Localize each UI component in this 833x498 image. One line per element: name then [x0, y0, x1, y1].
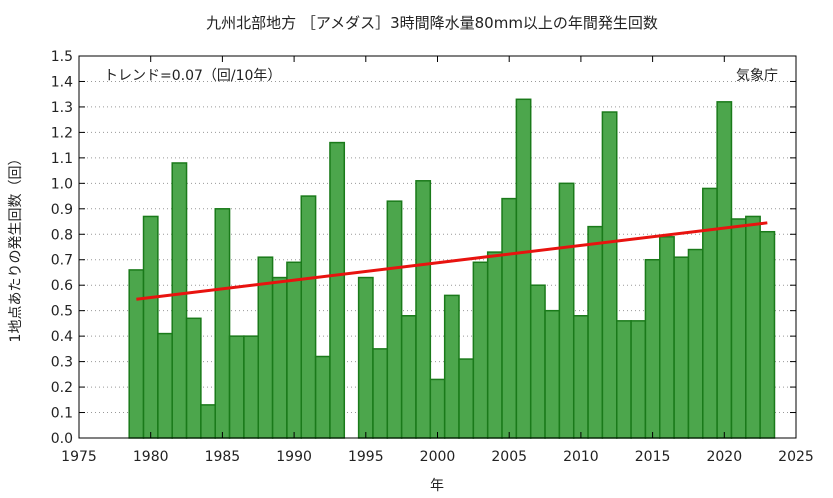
bar-2009	[558, 182, 575, 439]
bar-2010	[572, 315, 589, 439]
bar-1992	[314, 355, 331, 439]
bar-1985	[214, 208, 231, 439]
bar-1990	[286, 261, 303, 439]
bar-1980	[142, 215, 159, 439]
y-tick-label: 1.3	[51, 100, 73, 116]
y-tick-label: 0.2	[51, 380, 73, 396]
bar-1982	[171, 162, 188, 439]
bar-2004	[486, 251, 503, 439]
bar-2007	[529, 284, 546, 439]
bar-1989	[271, 276, 288, 439]
bar-2016	[659, 236, 675, 439]
y-tick-label: 0.4	[51, 329, 73, 345]
bar-2014	[630, 320, 647, 439]
bar-2015	[644, 258, 661, 439]
bar-1998	[400, 315, 417, 439]
x-tick-label: 1990	[276, 449, 312, 465]
bar-2012	[601, 111, 618, 439]
bar-1986	[228, 335, 245, 439]
bar-1979	[128, 269, 145, 439]
trend-line	[136, 221, 768, 301]
bar-2019	[702, 187, 718, 439]
x-tick-label: 2000	[420, 449, 456, 465]
bar-2011	[587, 225, 604, 439]
bar-2017	[673, 256, 690, 439]
bar-2018	[687, 248, 704, 439]
bar-1984	[200, 404, 216, 439]
bar-1997	[386, 200, 403, 439]
chart-title: 九州北部地方 ［アメダス］3時間降水量80mm以上の年間発生回数	[206, 14, 658, 32]
y-tick-label: 1.4	[51, 74, 73, 90]
y-tick-label: 0.7	[51, 253, 73, 269]
x-tick-label: 2010	[563, 449, 599, 465]
bar-2006	[515, 98, 532, 439]
x-tick-label: 2020	[706, 449, 742, 465]
bar-1991	[300, 195, 317, 439]
y-tick-label: 0.0	[51, 431, 73, 447]
x-tick-label: 2015	[635, 449, 671, 465]
x-axis: 1975 1980 1985 1990 1995 2000 2005 2010 2015 2020…	[61, 56, 814, 465]
y-tick-label: 0.8	[51, 227, 73, 243]
bar-2008	[544, 309, 561, 439]
source-annotation: 気象庁	[736, 68, 778, 84]
x-tick-label: 1980	[133, 449, 169, 465]
y-axis: 0.0 0.1 0.2 0.3 0.4 0.5 0.6 0.7 0.8 0.9 1.0 1.1 1.2 1…	[51, 49, 796, 447]
bars	[128, 98, 776, 439]
bar-2000	[429, 378, 446, 439]
bar-1993	[329, 141, 346, 439]
y-tick-label: 1.1	[51, 151, 73, 167]
x-axis-label: 年	[430, 478, 444, 494]
bar-1987	[243, 335, 260, 439]
y-tick-label: 0.1	[51, 406, 73, 422]
y-tick-label: 1.0	[51, 176, 73, 192]
y-tick-label: 0.6	[51, 278, 73, 294]
bar-2020	[716, 101, 733, 439]
y-tick-label: 0.9	[51, 202, 73, 218]
bar-2022	[745, 215, 761, 439]
y-tick-label: 1.2	[51, 125, 73, 141]
bar-2023	[759, 230, 776, 439]
y-tick-label: 0.3	[51, 355, 73, 371]
x-tick-label: 1985	[205, 449, 241, 465]
trend-line-segment	[136, 221, 768, 301]
x-tick-label: 1995	[348, 449, 384, 465]
bar-1981	[157, 332, 173, 439]
bar-1996	[372, 348, 389, 439]
bar-2003	[472, 261, 489, 439]
bar-2002	[458, 358, 475, 439]
x-tick-label: 2005	[491, 449, 527, 465]
trend-annotation: トレンド=0.07（回/10年）	[104, 68, 281, 84]
bar-2013	[616, 320, 632, 439]
y-tick-label: 1.5	[51, 49, 73, 65]
x-tick-label: 1975	[61, 449, 97, 465]
bar-1995	[357, 276, 374, 439]
bar-2005	[501, 197, 518, 439]
x-tick-label: 2025	[778, 449, 814, 465]
bar-1983	[185, 317, 202, 439]
bar-2021	[730, 218, 747, 439]
bar-1999	[415, 180, 432, 439]
y-axis-label: 1地点あたりの発生回数（回）	[8, 152, 24, 343]
y-tick-label: 0.5	[51, 304, 73, 320]
bar-2001	[443, 294, 460, 439]
